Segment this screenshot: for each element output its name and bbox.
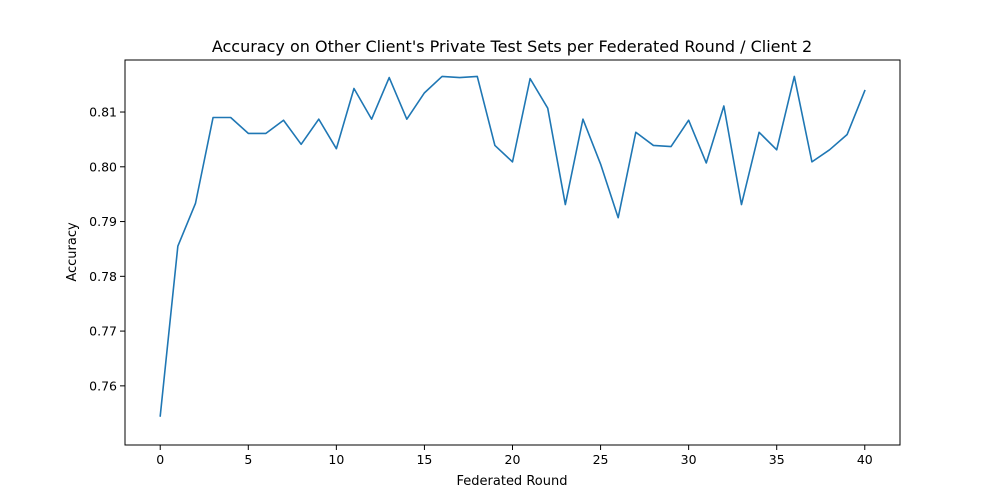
x-axis-label: Federated Round [457,474,568,489]
chart-title: Accuracy on Other Client's Private Test … [212,37,812,56]
x-tick-label: 5 [244,452,252,467]
x-tick-label: 35 [769,452,785,467]
x-tick-label: 0 [156,452,164,467]
x-tick-label: 30 [681,452,697,467]
y-tick-label: 0.80 [89,159,117,174]
y-tick-label: 0.77 [89,324,117,339]
series-line [159,75,866,417]
x-tick-label: 10 [328,452,344,467]
x-tick-label: 25 [593,452,609,467]
y-tick-label: 0.78 [89,269,117,284]
x-tick-label: 40 [857,452,873,467]
y-axis-label: Accuracy [65,222,80,282]
x-axis: 0 5 10 15 20 25 30 35 40 [156,445,873,467]
y-tick-label: 0.76 [89,378,117,393]
x-tick-label: 15 [416,452,432,467]
y-tick-label: 0.79 [89,214,117,229]
y-axis: 0.76 0.77 0.78 0.79 0.80 0.81 [89,105,125,393]
plot-frame [124,59,901,446]
y-tick-label: 0.81 [89,105,117,120]
x-tick-label: 20 [505,452,521,467]
plot-area [159,75,866,417]
